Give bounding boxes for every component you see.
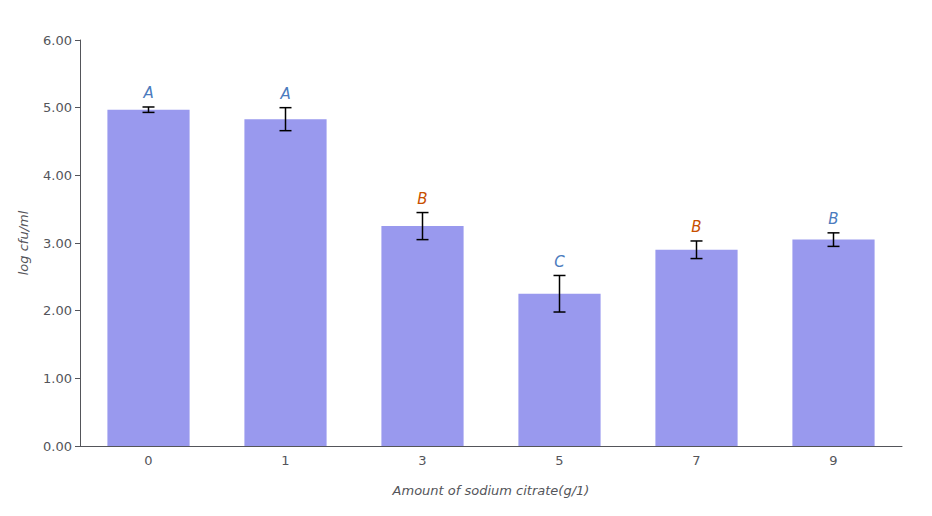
svg-text:6.00: 6.00: [43, 33, 72, 48]
svg-text:A: A: [142, 84, 153, 102]
svg-text:1.00: 1.00: [43, 371, 72, 386]
svg-text:0.00: 0.00: [43, 439, 72, 454]
svg-text:5.00: 5.00: [43, 100, 72, 115]
svg-text:5: 5: [555, 453, 563, 468]
svg-text:1: 1: [281, 453, 289, 468]
svg-text:C: C: [554, 253, 565, 271]
svg-text:B: B: [691, 218, 701, 236]
svg-text:A: A: [279, 85, 290, 103]
svg-text:log cfu/ml: log cfu/ml: [16, 210, 31, 275]
svg-text:7: 7: [692, 453, 700, 468]
svg-text:Amount of sodium citrate(g/1): Amount of sodium citrate(g/1): [392, 483, 590, 498]
svg-text:B: B: [417, 190, 427, 208]
svg-text:3.00: 3.00: [43, 236, 72, 251]
svg-text:2.00: 2.00: [43, 303, 72, 318]
svg-text:3: 3: [418, 453, 426, 468]
svg-text:0: 0: [144, 453, 152, 468]
svg-text:9: 9: [829, 453, 837, 468]
svg-text:4.00: 4.00: [43, 168, 72, 183]
svg-text:B: B: [828, 210, 838, 228]
